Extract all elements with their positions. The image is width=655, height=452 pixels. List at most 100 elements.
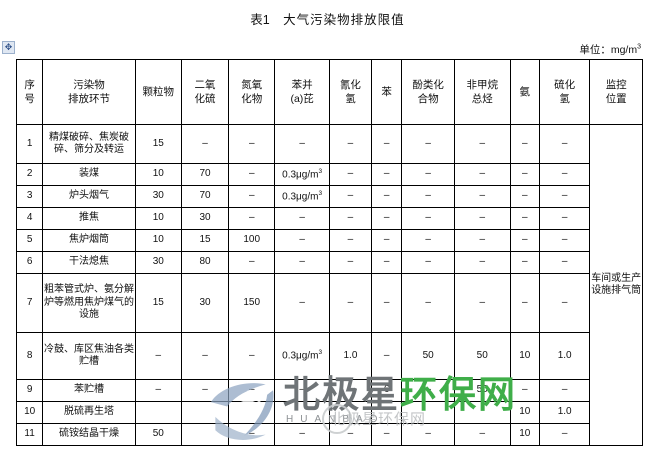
unit-text: 单位：mg/m bbox=[579, 44, 638, 56]
cell-process: 脱硫再生塔 bbox=[42, 401, 136, 424]
cell-process: 干法熄焦 bbox=[42, 251, 136, 274]
cell-bap: – bbox=[274, 251, 330, 274]
cell-hcn: – bbox=[328, 273, 372, 333]
cell-hcn: – bbox=[328, 379, 372, 402]
cell-sequence: 1 bbox=[15, 124, 44, 164]
cell-ammonia: 10 bbox=[509, 423, 540, 446]
cell-hcn: – bbox=[328, 207, 372, 230]
cell-nox: – bbox=[228, 379, 276, 402]
cell-so2 bbox=[180, 401, 230, 424]
cell-sequence: 8 bbox=[15, 332, 44, 380]
cell-h2s: – bbox=[538, 229, 591, 252]
header-monitor-l1: 监控 bbox=[605, 78, 627, 91]
cell-process: 装煤 bbox=[42, 163, 136, 186]
cell-ammonia: – bbox=[509, 207, 540, 230]
cell-process: 硫铵结晶干燥 bbox=[42, 423, 136, 446]
cell-pm: 15 bbox=[134, 273, 182, 333]
header-hcn-l1: 氰化 bbox=[339, 78, 361, 91]
header-nox-l1: 氮氧 bbox=[241, 78, 263, 91]
cell-ammonia: 10 bbox=[509, 401, 540, 424]
cell-process: 焦炉烟筒 bbox=[42, 229, 136, 252]
cell-pm: 10 bbox=[134, 207, 182, 230]
header-nmhc-l1: 非甲烷 bbox=[466, 78, 498, 91]
cell-nox: 100 bbox=[228, 229, 276, 252]
header-nox-l2: 化物 bbox=[241, 93, 263, 105]
cell-nmhc: 50 bbox=[453, 332, 511, 380]
cell-nox: – bbox=[228, 185, 276, 208]
cell-process: 冷鼓、库区焦油各类贮槽 bbox=[42, 332, 136, 380]
cell-benzene: – bbox=[370, 332, 403, 380]
cell-nmhc: – bbox=[453, 229, 511, 252]
cell-process: 苯贮槽 bbox=[42, 379, 136, 402]
table-row: 2 装煤 10 70–0.3μg/m3– – – – – – bbox=[15, 163, 643, 186]
cell-hcn bbox=[328, 401, 372, 424]
cell-phenol: – bbox=[401, 379, 455, 402]
page-title: 表1 大气污染物排放限值 bbox=[0, 0, 655, 28]
table-number: 表1 bbox=[250, 13, 270, 27]
cell-h2s: – bbox=[538, 273, 591, 333]
unit-superscript: 3 bbox=[637, 43, 641, 51]
cell-sequence: 5 bbox=[15, 229, 44, 252]
table-title-text: 大气污染物排放限值 bbox=[283, 13, 405, 27]
cell-pm: 10 bbox=[134, 163, 182, 186]
cell-benzene: – bbox=[370, 251, 403, 274]
table-row: 8 冷鼓、库区焦油各类贮槽 – – –0.3μg/m3 1.0–50 50 10 1.0 bbox=[15, 332, 643, 380]
header-benzene: 苯 bbox=[370, 59, 403, 125]
header-so2: 二氧 化硫 bbox=[180, 59, 230, 125]
cell-so2: 15 bbox=[180, 229, 230, 252]
cell-phenol: – bbox=[401, 273, 455, 333]
cell-nox: – bbox=[228, 207, 276, 230]
table-move-handle-icon[interactable]: ✥ bbox=[2, 41, 15, 54]
cell-phenol: 50 bbox=[401, 332, 455, 380]
cell-ammonia: – bbox=[509, 273, 540, 333]
cell-h2s: – bbox=[538, 163, 591, 186]
header-seq-l2: 号 bbox=[24, 93, 35, 105]
cell-bap-superscript: 3 bbox=[318, 189, 323, 197]
header-phenol-l1: 酚类化 bbox=[412, 78, 444, 91]
header-hydrogen-cyanide: 氰化 氢 bbox=[328, 59, 372, 125]
table-row: 7 粗苯管式炉、氨分解炉等燃用焦炉煤气的设施 15 30 150– – – – – – – bbox=[15, 273, 643, 333]
table-header-row: 序 号 污染物 排放环节 颗粒物 二氧 化硫 氮氧 化物 苯并 bbox=[15, 59, 643, 125]
header-so2-l2: 化硫 bbox=[194, 93, 216, 105]
cell-sequence: 4 bbox=[15, 207, 44, 230]
cell-pm: 30 bbox=[134, 251, 182, 274]
table-row: 1 精煤破碎、焦炭破碎、筛分及转运 15– – – – – – – – – 车间或生产设施排气筒 bbox=[15, 124, 643, 446]
cell-nox: 150 bbox=[228, 273, 276, 333]
cell-benzene: – bbox=[370, 207, 403, 230]
cell-benzene: – bbox=[370, 124, 403, 164]
cell-ammonia: 10 bbox=[509, 332, 540, 380]
cell-bap: – bbox=[274, 423, 330, 446]
cell-nmhc: 50 bbox=[453, 379, 511, 402]
cell-hcn: 1.0 bbox=[328, 332, 372, 380]
header-hcn-l2: 氢 bbox=[345, 93, 356, 105]
cell-benzene: – bbox=[370, 273, 403, 333]
cell-benzene: – bbox=[370, 185, 403, 208]
cell-phenol: – bbox=[401, 207, 455, 230]
cell-so2: 80 bbox=[180, 251, 230, 274]
cell-benzene: 6 bbox=[370, 379, 403, 402]
cell-sequence: 11 bbox=[15, 423, 44, 446]
table-row: 5 焦炉烟筒 10 15 100– – – – – – – bbox=[15, 229, 643, 252]
cell-bap: – bbox=[274, 229, 330, 252]
header-bap-l2: (a)芘 bbox=[290, 93, 314, 105]
cell-so2: 70 bbox=[180, 185, 230, 208]
cell-ammonia: – bbox=[509, 379, 540, 402]
cell-bap: – bbox=[274, 124, 330, 164]
cell-nmhc: – bbox=[453, 207, 511, 230]
cell-nox bbox=[228, 401, 276, 424]
cell-pm: – bbox=[134, 379, 182, 402]
cell-phenol: – bbox=[401, 124, 455, 164]
cell-h2s: – bbox=[538, 185, 591, 208]
cell-h2s: – bbox=[538, 379, 591, 402]
cell-process: 推焦 bbox=[42, 207, 136, 230]
cell-so2: – bbox=[180, 332, 230, 380]
header-phenol-l2: 合物 bbox=[417, 93, 439, 105]
cell-ammonia: – bbox=[509, 185, 540, 208]
cell-pm: – bbox=[134, 332, 182, 380]
cell-so2: 30 bbox=[180, 207, 230, 230]
emission-limits-table: 序 号 污染物 排放环节 颗粒物 二氧 化硫 氮氧 化物 苯并 bbox=[15, 59, 643, 446]
header-nmhc-l2: 总烃 bbox=[471, 93, 493, 105]
header-hydrogen-sulfide: 硫化 氢 bbox=[538, 59, 591, 125]
cell-hcn: – bbox=[328, 124, 372, 164]
cell-bap: 0.3μg/m3 bbox=[274, 185, 330, 208]
